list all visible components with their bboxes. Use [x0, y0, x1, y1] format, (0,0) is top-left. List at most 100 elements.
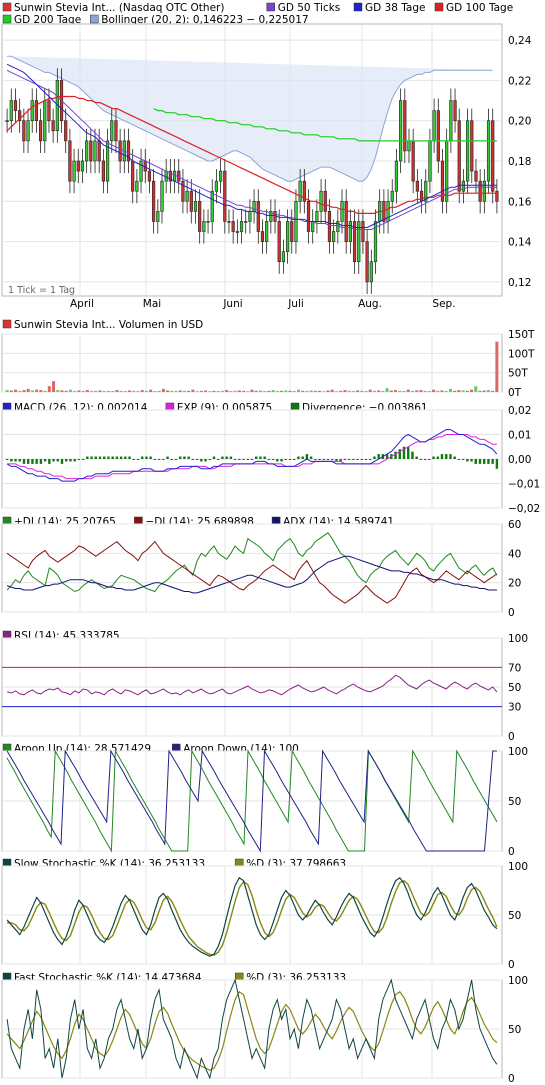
- candle-body: [306, 201, 311, 232]
- divergence-bar: [191, 459, 195, 460]
- volume-bar: [212, 390, 216, 392]
- candle-body: [47, 100, 51, 122]
- y-tick-label: 0,01: [508, 430, 531, 442]
- legend-swatch: [353, 2, 363, 12]
- legend-swatch: [90, 14, 99, 24]
- volume-bar: [347, 390, 351, 392]
- volume-bar: [123, 391, 127, 392]
- candle-body: [239, 221, 244, 232]
- y-tick-label: 60: [508, 519, 521, 531]
- divergence-bar: [115, 456, 119, 459]
- divergence-bar: [276, 459, 279, 462]
- divergence-bar: [217, 459, 220, 460]
- ma200-line: [153, 108, 497, 142]
- divergence-bar: [411, 451, 414, 459]
- divergence-bar: [373, 456, 376, 459]
- candle-body: [206, 221, 210, 223]
- divergence-bar: [98, 456, 102, 459]
- volume-bar: [111, 391, 115, 392]
- candle-body: [281, 251, 285, 263]
- legend-label: Sunwin Stevia Int... Volumen in USD: [14, 319, 203, 331]
- volume-bar: [448, 388, 452, 392]
- divergence-bar: [94, 456, 97, 459]
- candle-body: [34, 100, 38, 122]
- candle-body: [373, 221, 378, 263]
- divergence-bar: [293, 459, 296, 460]
- volume-bar: [457, 390, 461, 392]
- volume-bar: [301, 390, 305, 392]
- candle-body: [457, 120, 461, 192]
- divergence-bar: [259, 456, 262, 459]
- volume-bar: [229, 391, 233, 392]
- tick-note: 1 Tick = 1 Tag: [8, 285, 75, 296]
- candle-body: [26, 120, 30, 142]
- volume-bar: [360, 390, 364, 392]
- candle-body: [399, 100, 403, 162]
- candle-body: [114, 120, 118, 142]
- divergence-bar: [263, 456, 266, 459]
- volume-bar: [322, 391, 326, 392]
- divergence-bar: [149, 456, 152, 459]
- volume-bar: [423, 390, 427, 392]
- legend-label: GD 200 Tage: [14, 14, 81, 26]
- volume-bar: [470, 389, 474, 392]
- candle-body: [76, 160, 80, 172]
- volume-bar: [178, 390, 182, 392]
- legend-row: Sunwin Stevia Int... (Nasdaq OTC Other) G…: [2, 2, 513, 14]
- y-tick-label: 50: [508, 910, 521, 922]
- divergence-bar: [238, 459, 241, 460]
- legend-row: GD 200 Tage Bollinger (20, 2): 0,146223 −…: [2, 14, 309, 26]
- divergence-bar: [377, 454, 380, 459]
- candle-body: [424, 180, 428, 202]
- divergence-bar: [331, 459, 334, 460]
- divergence-bar: [200, 459, 203, 462]
- volume-bar: [136, 391, 140, 392]
- candle-body: [482, 180, 486, 202]
- candle-body: [265, 221, 269, 242]
- divergence-bar: [478, 459, 482, 464]
- volume-bar: [199, 390, 203, 392]
- volume-bar: [482, 390, 486, 392]
- volume-bar: [313, 390, 317, 392]
- rsi-line: [6, 674, 498, 696]
- candle-body: [147, 170, 152, 182]
- y-tick-label: 0,18: [508, 156, 531, 168]
- volume-bar: [233, 390, 237, 392]
- candle-body: [126, 140, 131, 162]
- y-tick-label: 0: [508, 846, 515, 858]
- volume-bar: [35, 389, 39, 392]
- divergence-bar: [221, 456, 224, 459]
- divergence-bar: [132, 459, 135, 460]
- divergence-bar: [162, 459, 165, 460]
- divergence-bar: [369, 459, 372, 460]
- divergence-bar: [250, 459, 254, 460]
- candle-body: [64, 120, 68, 142]
- candle-body: [118, 140, 122, 162]
- candle-body: [177, 170, 181, 182]
- candle-body: [223, 170, 227, 222]
- candle-body: [449, 100, 453, 142]
- divergence-bar: [407, 446, 410, 459]
- candle-body: [344, 201, 348, 242]
- y-tick-label: 150T: [508, 329, 535, 341]
- volume-bar: [415, 390, 419, 392]
- volume-bar: [30, 390, 34, 392]
- divergence-bar: [352, 459, 355, 460]
- divergence-bar: [195, 459, 199, 460]
- candle-body: [436, 110, 440, 162]
- y-tick-label: 0: [508, 607, 515, 619]
- volume-bar: [52, 381, 56, 392]
- y-tick-label: 0: [508, 731, 515, 743]
- candle-body: [219, 170, 223, 182]
- volume-bar: [372, 390, 376, 392]
- volume-bar: [440, 390, 444, 392]
- y-tick-label: 0,12: [508, 277, 531, 289]
- candle-body: [68, 140, 72, 182]
- volume-bar: [56, 390, 60, 392]
- candle-body: [478, 180, 482, 202]
- divergence-bar: [18, 459, 21, 462]
- candle-body: [210, 190, 214, 222]
- volume-bar: [195, 391, 199, 392]
- candle-body: [403, 100, 407, 152]
- y-tick-label: 50T: [508, 368, 528, 380]
